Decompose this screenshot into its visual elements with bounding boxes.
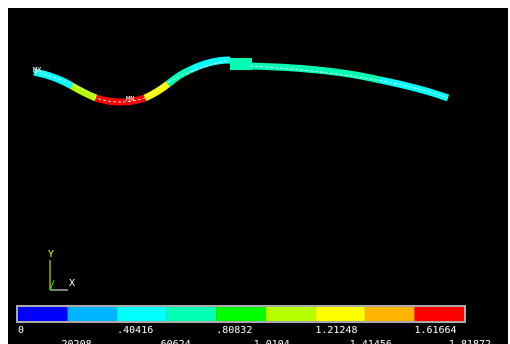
- triad-y-label: Y: [48, 249, 54, 260]
- legend-label: .80832: [216, 325, 252, 336]
- triad-x-label: X: [69, 278, 75, 289]
- legend-label: .40416: [117, 325, 153, 336]
- legend-label: 1.0104: [254, 339, 290, 344]
- plot-window: MX MN Y X 0 .40416 .80832 1.21248 1.61664 .20…: [0, 0, 510, 344]
- legend-swatch: [216, 307, 266, 321]
- legend-label: .60624: [155, 339, 191, 344]
- legend-swatch: [68, 307, 118, 321]
- legend-swatch: [266, 307, 316, 321]
- page: {"markers": {"max": "MX", "min": "MN"}, …: [0, 0, 510, 344]
- viewport: [8, 8, 508, 344]
- legend-swatch: [414, 307, 464, 321]
- legend-swatch: [365, 307, 415, 321]
- segment: [230, 58, 252, 70]
- legend-swatch: [315, 307, 365, 321]
- legend-label: 0: [18, 325, 24, 336]
- legend-label: .20208: [55, 339, 91, 344]
- legend-label: 1.81872: [449, 339, 491, 344]
- max-marker: MX: [33, 66, 42, 74]
- legend-swatch: [117, 307, 167, 321]
- legend-swatch: [167, 307, 217, 321]
- legend-label: 1.41456: [350, 339, 392, 344]
- legend-label: 1.61664: [414, 325, 456, 336]
- legend-label: 1.21248: [315, 325, 357, 336]
- min-marker: MN: [126, 95, 134, 103]
- legend-swatch: [18, 307, 68, 321]
